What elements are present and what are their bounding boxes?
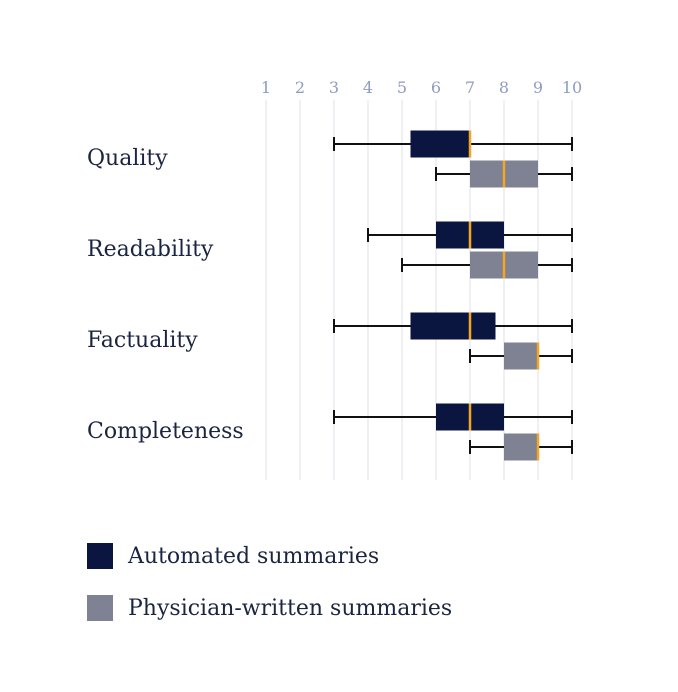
x-tick-label-8: 8 (499, 78, 509, 97)
legend-item-physician: Physician-written summaries (87, 582, 452, 634)
box-plot-chart: 1 2 3 4 5 6 7 8 9 10 Quality Readability Factuality… (87, 78, 582, 480)
x-tick-label-7: 7 (465, 78, 475, 97)
box-readability-automated (367, 221, 573, 249)
x-tick-label-10: 10 (562, 78, 582, 97)
x-tick-label-5: 5 (397, 78, 407, 97)
box-factuality-physician (469, 342, 573, 370)
box-completeness-automated (333, 403, 573, 431)
x-tick-label-1: 1 (261, 78, 271, 97)
box-iqr (504, 433, 538, 461)
x-tick-label-9: 9 (533, 78, 543, 97)
x-tick-labels: 1 2 3 4 5 6 7 8 9 10 (261, 78, 582, 97)
legend-swatch-physician (87, 595, 113, 621)
box-quality-automated (333, 130, 573, 158)
legend: Automated summaries Physician-written su… (87, 530, 452, 634)
x-tick-label-4: 4 (363, 78, 373, 97)
boxes (333, 130, 573, 461)
category-labels: Quality Readability Factuality Completeness (87, 146, 244, 444)
category-label-quality: Quality (87, 146, 168, 171)
legend-item-automated: Automated summaries (87, 530, 452, 582)
legend-swatch-automated (87, 543, 113, 569)
box-iqr (504, 342, 538, 370)
category-label-readability: Readability (87, 237, 214, 262)
box-iqr (410, 130, 470, 158)
box-factuality-automated (333, 312, 573, 340)
category-label-factuality: Factuality (87, 328, 198, 353)
x-tick-label-3: 3 (329, 78, 339, 97)
legend-label-automated: Automated summaries (128, 543, 380, 569)
legend-label-physician: Physician-written summaries (128, 595, 453, 621)
box-quality-physician (435, 160, 573, 188)
box-iqr (410, 312, 496, 340)
category-label-completeness: Completeness (87, 419, 244, 444)
box-readability-physician (401, 251, 573, 279)
x-tick-label-2: 2 (295, 78, 305, 97)
x-tick-label-6: 6 (431, 78, 441, 97)
box-completeness-physician (469, 433, 573, 461)
